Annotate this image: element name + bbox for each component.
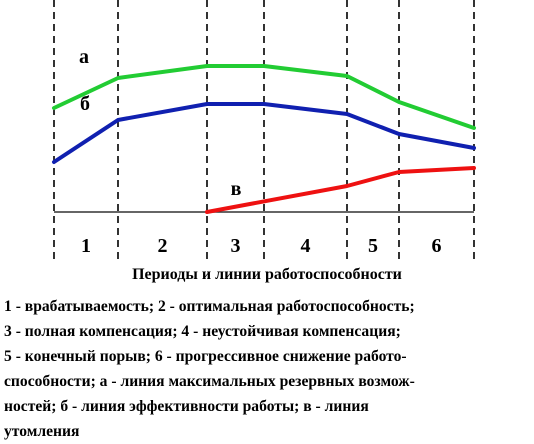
curves — [52, 64, 476, 214]
legend-line: утомления — [4, 423, 80, 440]
legend-line: способности; а - линия максимальных резе… — [4, 373, 415, 390]
performance-periods-diagram: а б в 1 2 3 4 5 6 — [52, 0, 476, 262]
diagram-legend: 1 - врабатываемость; 2 - оптимальная раб… — [4, 294, 532, 444]
legend-line: 5 - конечный порыв; 6 - прогрессивное сн… — [4, 348, 407, 365]
period-number: 1 — [81, 235, 91, 257]
curve-label: в — [231, 178, 242, 200]
period-number: 5 — [368, 235, 378, 257]
legend-line: ностей; б - линия эффективности работы; … — [4, 398, 369, 415]
curve-label: б — [80, 93, 90, 115]
curve-line — [205, 166, 476, 214]
period-number: 4 — [301, 235, 311, 257]
period-number: 3 — [231, 235, 241, 257]
legend-line: 3 - полная компенсация; 4 - неустойчивая… — [4, 323, 401, 340]
period-number: 6 — [432, 235, 442, 257]
diagram-caption-title: Периоды и линии работоспособности — [132, 266, 402, 283]
period-number: 2 — [158, 235, 168, 257]
legend-line: 1 - врабатываемость; 2 - оптимальная раб… — [4, 298, 415, 315]
curve-labels: а б в — [79, 46, 242, 200]
curve-line — [52, 64, 476, 130]
period-dividers — [53, 0, 475, 262]
curve-line — [52, 102, 476, 164]
period-labels: 1 2 3 4 5 6 — [81, 235, 442, 257]
curve-label: а — [79, 46, 89, 68]
